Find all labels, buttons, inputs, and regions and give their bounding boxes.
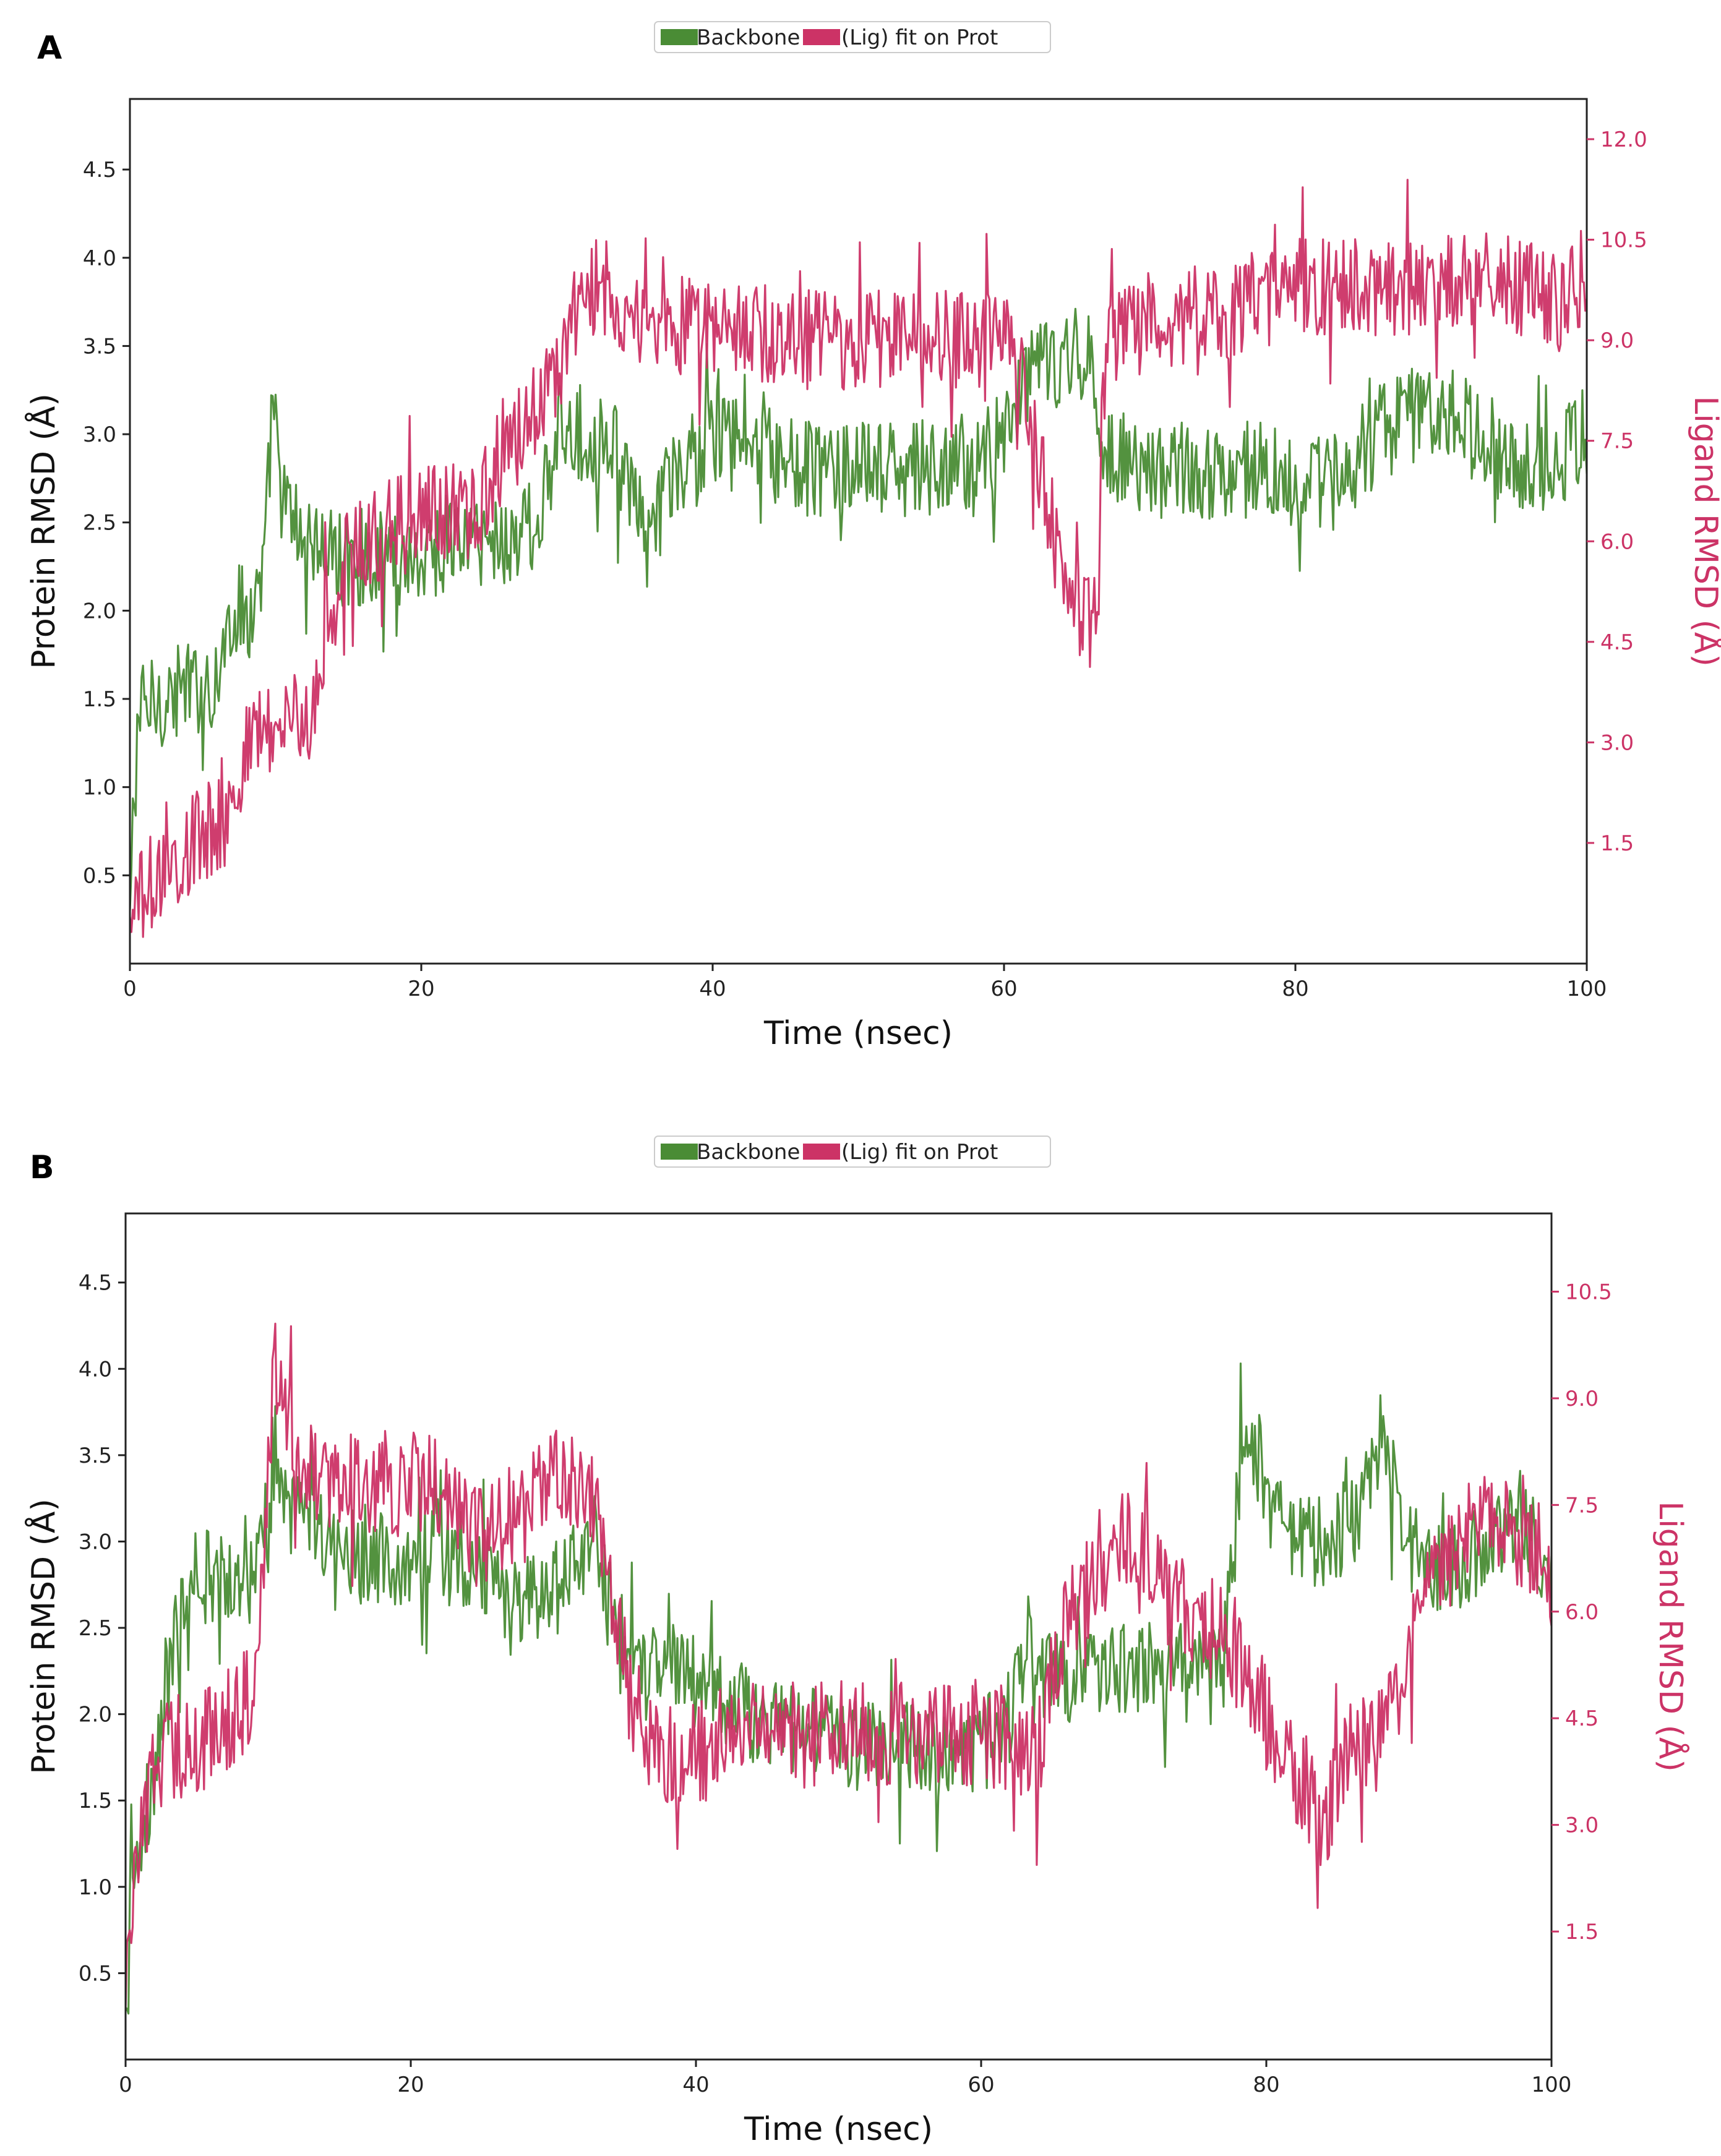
series-group bbox=[130, 307, 1587, 911]
y-left-tick-label: 4.5 bbox=[79, 1271, 112, 1296]
y-left-tick-label: 4.0 bbox=[83, 246, 116, 271]
x-tick-label: 0 bbox=[119, 2073, 132, 2097]
y-left-tick-label: 3.0 bbox=[79, 1529, 112, 1554]
y-right-tick-label: 6.0 bbox=[1565, 1600, 1599, 1625]
y-left-tick-label: 3.0 bbox=[83, 422, 116, 447]
y-left-tick-label: 4.5 bbox=[83, 158, 116, 182]
legend: Backbone (Lig) fit on Prot bbox=[654, 1136, 1051, 1168]
panel-b: B 0 20 40 60 80 100 0.5 1.0 1.5 2.0 2.5 3.0 3.5 4.0 4.… bbox=[24, 1136, 1690, 2148]
x-tick-label: 40 bbox=[682, 2073, 709, 2097]
y-left-tick-label: 2.0 bbox=[83, 599, 116, 623]
y-right-tick-label: 7.5 bbox=[1600, 429, 1634, 454]
series-group bbox=[126, 1322, 1551, 2010]
y-right-tick-label: 12.0 bbox=[1600, 127, 1647, 152]
y-left-tick-label: 3.5 bbox=[83, 334, 116, 359]
y-right-axis-title: Ligand RMSD (Å) bbox=[1652, 1501, 1690, 1772]
y-right-tick-label: 9.0 bbox=[1565, 1387, 1599, 1411]
y-left-axis-title: Protein RMSD (Å) bbox=[24, 393, 62, 669]
legend-swatch-ligand bbox=[803, 1144, 840, 1160]
legend-box bbox=[654, 21, 1051, 53]
panel-label: A bbox=[37, 30, 62, 67]
legend: Backbone (Lig) fit on Prot bbox=[654, 21, 1051, 53]
plot-frame bbox=[129, 98, 1588, 965]
y-right-axis-title: Ligand RMSD (Å) bbox=[1687, 396, 1721, 667]
series-line-ligand bbox=[126, 1322, 1551, 2010]
series-line-backbone bbox=[130, 307, 1587, 911]
y-left-axis-title: Protein RMSD (Å) bbox=[24, 1499, 62, 1774]
y-left-tick-label: 4.0 bbox=[79, 1357, 112, 1382]
y-right-tick-label: 1.5 bbox=[1600, 831, 1634, 856]
y-left-tick-label: 1.0 bbox=[83, 776, 116, 800]
panel-label: B bbox=[30, 1149, 54, 1186]
y-right-tick-label: 10.5 bbox=[1600, 228, 1647, 253]
legend-label-ligand: (Lig) fit on Prot bbox=[841, 25, 998, 50]
legend-label-backbone: Backbone bbox=[697, 25, 800, 50]
x-tick-label: 0 bbox=[123, 977, 137, 1001]
x-tick-label: 80 bbox=[1253, 2073, 1279, 2097]
x-tick-label: 60 bbox=[990, 977, 1017, 1001]
x-tick-label: 80 bbox=[1282, 977, 1308, 1001]
legend-swatch-backbone bbox=[661, 29, 698, 45]
legend-swatch-backbone bbox=[661, 1144, 698, 1160]
legend-swatch-ligand bbox=[803, 29, 840, 45]
y-right-tick-label: 3.0 bbox=[1565, 1813, 1599, 1838]
y-left-tick-label: 0.5 bbox=[83, 863, 116, 888]
y-right-tick-label: 7.5 bbox=[1565, 1493, 1599, 1518]
y-right-tick-label: 4.5 bbox=[1565, 1706, 1599, 1731]
panel-a: A 0 20 40 60 80 100 0.5 1.0 1.5 2.0 2.5 3.0 3.5 4.0 4.… bbox=[24, 21, 1721, 1052]
y-right-tick-label: 6.0 bbox=[1600, 529, 1634, 554]
x-axis-title: Time (nsec) bbox=[763, 1015, 953, 1052]
legend-label-backbone: Backbone bbox=[697, 1140, 800, 1165]
x-tick-label: 40 bbox=[699, 977, 726, 1001]
x-tick-label: 60 bbox=[968, 2073, 994, 2097]
y-right-tick-label: 1.5 bbox=[1565, 1920, 1599, 1944]
y-left-tick-label: 2.0 bbox=[79, 1703, 112, 1727]
y-left-tick-label: 3.5 bbox=[79, 1444, 112, 1468]
x-tick-label: 20 bbox=[397, 2073, 424, 2097]
y-right-tick-label: 3.0 bbox=[1600, 730, 1634, 755]
x-tick-label: 20 bbox=[408, 977, 434, 1001]
y-right-tick-label: 9.0 bbox=[1600, 328, 1634, 353]
series-group bbox=[130, 179, 1587, 938]
y-right-tick-label: 10.5 bbox=[1565, 1280, 1612, 1304]
legend-box bbox=[654, 1136, 1051, 1168]
series-line-ligand bbox=[130, 179, 1587, 938]
y-left-tick-label: 1.0 bbox=[79, 1875, 112, 1900]
legend-label-ligand: (Lig) fit on Prot bbox=[841, 1140, 998, 1165]
y-left-tick-label: 0.5 bbox=[79, 1961, 112, 1986]
x-axis-title: Time (nsec) bbox=[744, 2111, 933, 2148]
y-left-tick-label: 1.5 bbox=[83, 687, 116, 712]
y-left-tick-label: 2.5 bbox=[79, 1616, 112, 1641]
x-tick-label: 100 bbox=[1567, 977, 1607, 1001]
plot-frame bbox=[124, 1212, 1553, 2061]
y-left-tick-label: 1.5 bbox=[79, 1789, 112, 1813]
y-right-tick-label: 4.5 bbox=[1600, 630, 1634, 655]
y-left-tick-label: 2.5 bbox=[83, 511, 116, 536]
x-tick-label: 100 bbox=[1532, 2073, 1572, 2097]
